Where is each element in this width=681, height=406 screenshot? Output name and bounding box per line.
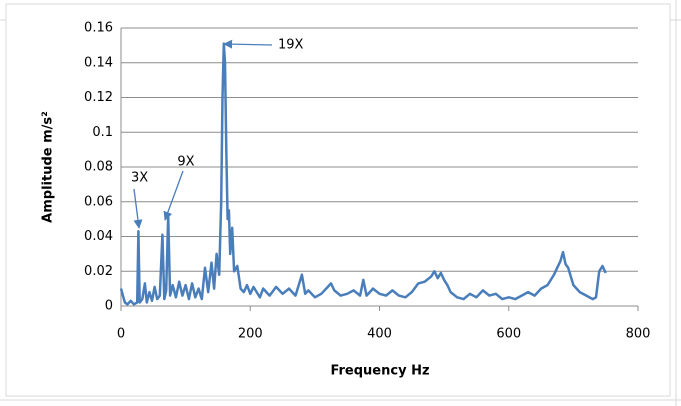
chart-area: [5, 3, 671, 397]
y-tick-label: 0.04: [84, 229, 113, 244]
x-tick-label: 800: [626, 327, 651, 342]
annotation: 9X: [177, 155, 194, 170]
y-tick-label: 0.14: [84, 55, 113, 70]
data-line: [119, 42, 607, 306]
y-tick-label: 0.12: [84, 90, 113, 105]
x-tick-label: 400: [367, 327, 392, 342]
x-tick-label: 200: [238, 327, 263, 342]
x-tick-label: 600: [496, 327, 521, 342]
annotation-arrow: [163, 170, 184, 221]
y-tick-label: 0.1: [92, 125, 113, 140]
y-tick-label: 0.06: [84, 194, 113, 209]
x-axis-title: Frequency Hz: [330, 364, 429, 379]
y-tick-label: 0.02: [84, 264, 113, 279]
annotation-arrow: [133, 188, 143, 229]
annotation: 3X: [131, 171, 148, 186]
x-tick-label: 0: [117, 327, 125, 342]
y-tick-label: 0: [105, 299, 113, 314]
annotation-arrow: [223, 39, 273, 49]
annotation: 19X: [278, 38, 304, 53]
y-tick-label: 0.08: [84, 160, 113, 175]
y-tick-label: 0.16: [84, 21, 113, 36]
y-axis-title: Amplitude m/s²: [41, 111, 56, 223]
